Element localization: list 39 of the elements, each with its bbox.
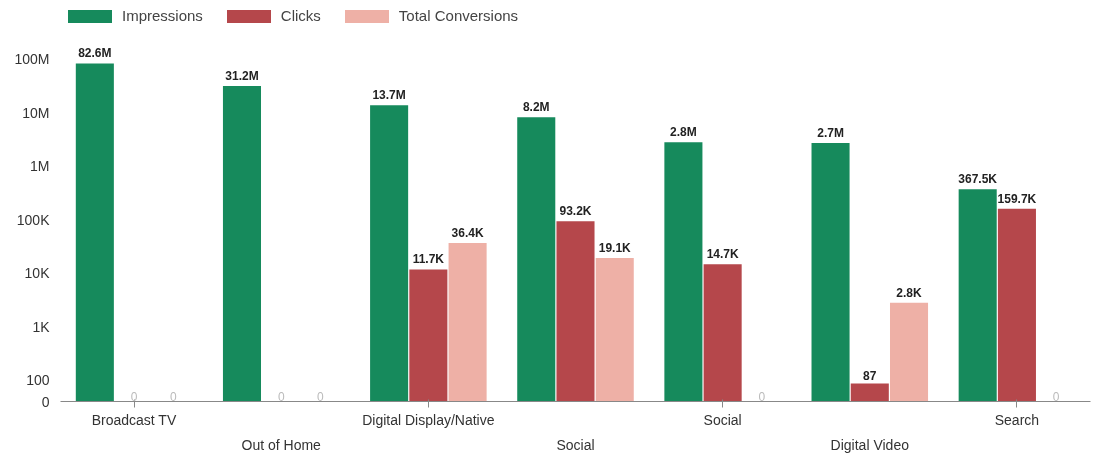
y-tick-label: 10M xyxy=(22,104,50,121)
data-label: 159.7K xyxy=(997,191,1037,206)
x-tick-label: Digital Video xyxy=(830,436,910,453)
legend-label: Total Conversions xyxy=(398,7,519,24)
x-tick-label: Search xyxy=(994,411,1040,428)
data-label: 87 xyxy=(863,369,877,384)
text: 0 xyxy=(1052,389,1060,404)
legend-label: Impressions xyxy=(122,7,203,24)
y-tick-label: 10K xyxy=(24,265,51,282)
text: 0 xyxy=(317,389,324,404)
x-tick-label: Out of Home xyxy=(241,436,322,453)
y-tick-label: 100 xyxy=(26,372,50,389)
data-label: 31.2M xyxy=(225,69,259,84)
data-label: 93.2K xyxy=(559,204,592,219)
x-tick-label: Social xyxy=(703,411,742,428)
annotation: 0 xyxy=(130,389,138,404)
data-label: 2.8M xyxy=(670,125,697,140)
y-tick-label: 1K xyxy=(32,318,51,335)
y-tick-label: 1M xyxy=(30,158,50,175)
data-label: 19.1K xyxy=(598,241,632,256)
data-label: 11.7K xyxy=(412,252,445,267)
legend-label: Clicks xyxy=(280,7,321,24)
data-label: 14.7K xyxy=(706,247,739,262)
data-label: 36.4K xyxy=(451,226,484,241)
data-label: 8.2M xyxy=(522,100,550,115)
text: 0 xyxy=(169,389,177,404)
y-tick-label: 100K xyxy=(16,211,51,228)
text: 0 xyxy=(41,393,50,410)
data-label: 2.8K xyxy=(896,285,923,300)
data-label: 367.5K xyxy=(958,172,998,187)
data-label: 82.6M xyxy=(78,46,112,61)
text: 0 xyxy=(277,389,285,404)
text: 0 xyxy=(758,389,766,404)
data-label: 2.7M xyxy=(817,126,844,140)
x-tick-label: Social xyxy=(556,436,595,453)
x-tick-label: Broadcast TV xyxy=(91,411,177,428)
y-tick-label: 100M xyxy=(14,51,50,68)
x-tick-label: Digital Display/Native xyxy=(362,411,495,428)
data-label: 13.7M xyxy=(372,88,406,103)
